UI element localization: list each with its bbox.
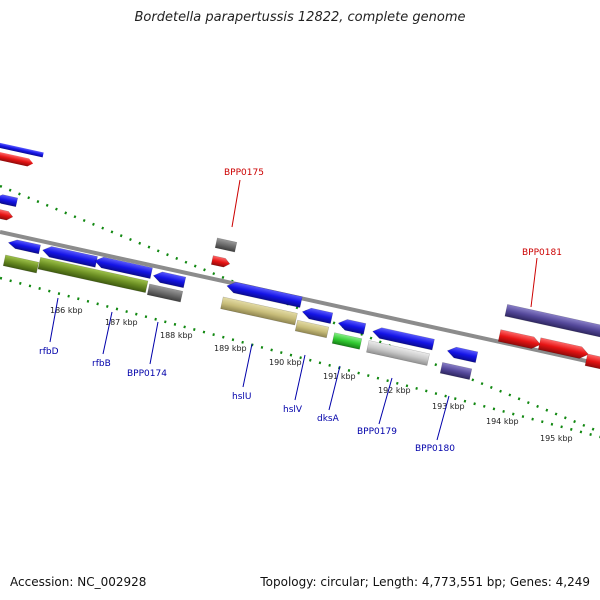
gene-block (210, 255, 231, 268)
gene-arrow (0, 147, 34, 167)
leader-line (242, 343, 253, 388)
gene-block (372, 327, 435, 351)
leader-line (328, 365, 341, 411)
gene-block (7, 239, 41, 255)
leader-line (49, 297, 59, 343)
gene-label-hslu: hslU (232, 392, 251, 402)
leader-line (149, 321, 159, 365)
gene-block (37, 257, 149, 293)
tick-label: 189 kbp (214, 344, 247, 353)
gene-block (220, 296, 298, 326)
tick-label: 190 kbp (269, 358, 302, 367)
tick-label: 186 kbp (50, 306, 83, 315)
leader-line (378, 377, 393, 425)
tick-label: 187 kbp (105, 318, 138, 327)
gene-block (366, 340, 430, 366)
gene-arrow (0, 139, 44, 158)
gene-block (446, 346, 479, 363)
leader-line (231, 179, 241, 228)
leader-line (102, 311, 113, 355)
gene-block (2, 254, 40, 274)
accession-text: Accession: NC_002928 (10, 575, 147, 589)
tick-label: 188 kbp (160, 331, 193, 340)
gene-block (94, 256, 153, 279)
gene-block (504, 304, 600, 338)
gene-block (439, 362, 473, 380)
gene-block (584, 353, 600, 371)
gene-block (152, 271, 187, 289)
gene-block (337, 319, 367, 335)
gene-label-bpp0174: BPP0174 (127, 369, 167, 379)
gene-label-rfbb: rfbB (92, 359, 111, 369)
gene-block (497, 329, 541, 349)
gc-track-top (0, 184, 600, 434)
gene-block (301, 307, 334, 324)
gene-block (331, 332, 363, 350)
leader-line (436, 395, 450, 441)
gene-label-dksa: dksA (317, 414, 340, 424)
leader-line (530, 257, 538, 308)
gene-block (0, 194, 19, 208)
tick-label: 193 kbp (432, 402, 465, 411)
gene-label-bpp0179: BPP0179 (357, 427, 397, 437)
gene-block (0, 208, 14, 221)
genome-summary-text: Topology: circular; Length: 4,773,551 bp… (260, 575, 590, 589)
tick-label: 191 kbp (323, 372, 356, 381)
gc-track-bottom (0, 276, 600, 439)
gene-label-bpp0175: BPP0175 (224, 168, 264, 178)
tick-label: 192 kbp (378, 386, 411, 395)
gene-block (294, 319, 330, 339)
gene-block (146, 283, 184, 303)
gene-label-bpp0181: BPP0181 (522, 248, 562, 258)
gene-block (226, 281, 303, 308)
gene-label-bpp0180: BPP0180 (415, 444, 455, 454)
map-title: Bordetella parapertussis 12822, complete… (134, 10, 466, 25)
gene-block (214, 237, 238, 253)
leader-line (294, 354, 306, 401)
gene-label-hslv: hslV (283, 405, 303, 415)
tick-label: 194 kbp (486, 417, 519, 426)
tick-label: 195 kbp (540, 434, 573, 443)
gene-label-rfbd: rfbD (39, 347, 59, 357)
gene-block (42, 246, 98, 268)
gene-block (537, 337, 589, 359)
